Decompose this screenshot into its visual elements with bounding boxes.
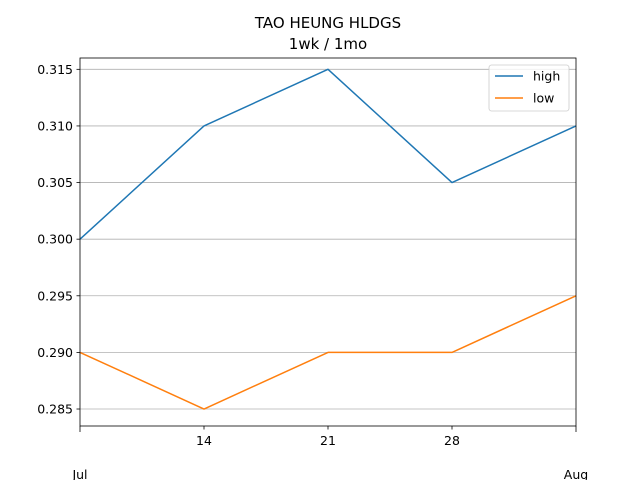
y-tick-label: 0.305: [37, 175, 73, 190]
y-tick-label: 0.300: [37, 232, 73, 247]
x-tick-label: 28: [444, 433, 460, 448]
chart-title: TAO HEUNG HLDGS: [254, 14, 401, 32]
series-lines: [79, 68, 577, 410]
chart-subtitle: 1wk / 1mo: [289, 35, 367, 53]
x-tick-label: 14: [196, 433, 212, 448]
legend: high low: [488, 64, 570, 112]
x-month-label: Aug: [564, 467, 588, 480]
series-line-high: [79, 68, 577, 240]
series-line-low: [79, 295, 577, 410]
x-month-label: Jul: [71, 467, 87, 480]
x-tick-label: 21: [320, 433, 336, 448]
y-tick-label: 0.295: [37, 288, 73, 303]
y-tick-label: 0.310: [37, 118, 73, 133]
legend-label: low: [533, 91, 554, 106]
y-tick-label: 0.315: [37, 62, 73, 77]
axes: 0.285 0.290 0.295 0.300 0.305 0.310 0.315 14 21 2…: [37, 57, 588, 480]
y-tick-label: 0.290: [37, 345, 73, 360]
legend-label: high: [533, 69, 560, 84]
y-tick-label: 0.285: [37, 402, 73, 417]
grid-lines: [80, 68, 576, 410]
plot-frame: [79, 57, 577, 427]
